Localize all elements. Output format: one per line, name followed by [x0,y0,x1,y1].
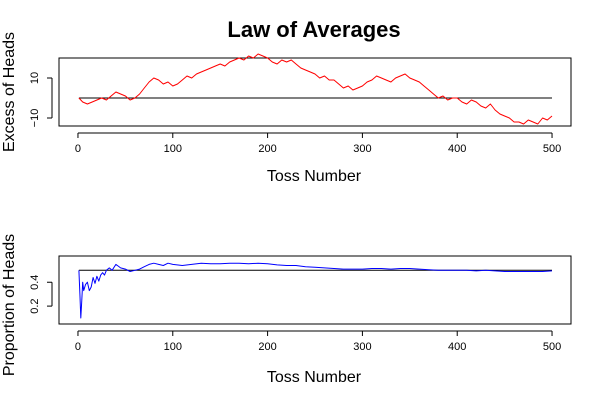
x-tick-label: 300 [353,143,371,155]
y-tick-label: 10 [29,72,41,84]
y-tick-label: 0.2 [29,298,41,313]
x-tick-label: 400 [448,341,466,353]
x-tick-label: 500 [543,143,561,155]
x-axis: 0 100 200 300 400 500 [75,330,561,353]
excess-heads-panel: 0 100 200 300 400 500 −10 10 Toss Number Exces… [1,32,572,185]
x-axis-label: Toss Number [267,369,362,386]
series-group [78,262,553,319]
y-axis: −10 10 [29,72,53,128]
x-tick-label: 500 [543,341,561,353]
x-tick-label: 0 [75,143,81,155]
figure-title: Law of Averages [227,17,400,42]
y-axis: 0.2 0.4 [29,275,53,314]
y-axis-label: Proportion of Heads [1,234,18,376]
x-axis: 0 100 200 300 400 500 [75,132,561,155]
series-line [78,262,553,319]
y-tick-label: −10 [29,109,41,128]
y-tick-label: 0.4 [29,275,41,290]
x-tick-label: 0 [75,341,81,353]
plot-frame [58,255,572,325]
x-tick-label: 400 [448,143,466,155]
series-line [78,53,553,125]
x-axis-label: Toss Number [267,168,362,185]
series-group [78,53,553,125]
x-tick-label: 200 [258,143,276,155]
x-tick-label: 200 [258,341,276,353]
y-axis-label: Excess of Heads [1,32,18,152]
x-tick-label: 100 [164,143,182,155]
x-tick-label: 100 [164,341,182,353]
x-tick-label: 300 [353,341,371,353]
plot-frame [58,57,572,127]
proportion-heads-panel: 0 100 200 300 400 500 0.2 0.4 Toss Number Prop… [1,234,572,386]
